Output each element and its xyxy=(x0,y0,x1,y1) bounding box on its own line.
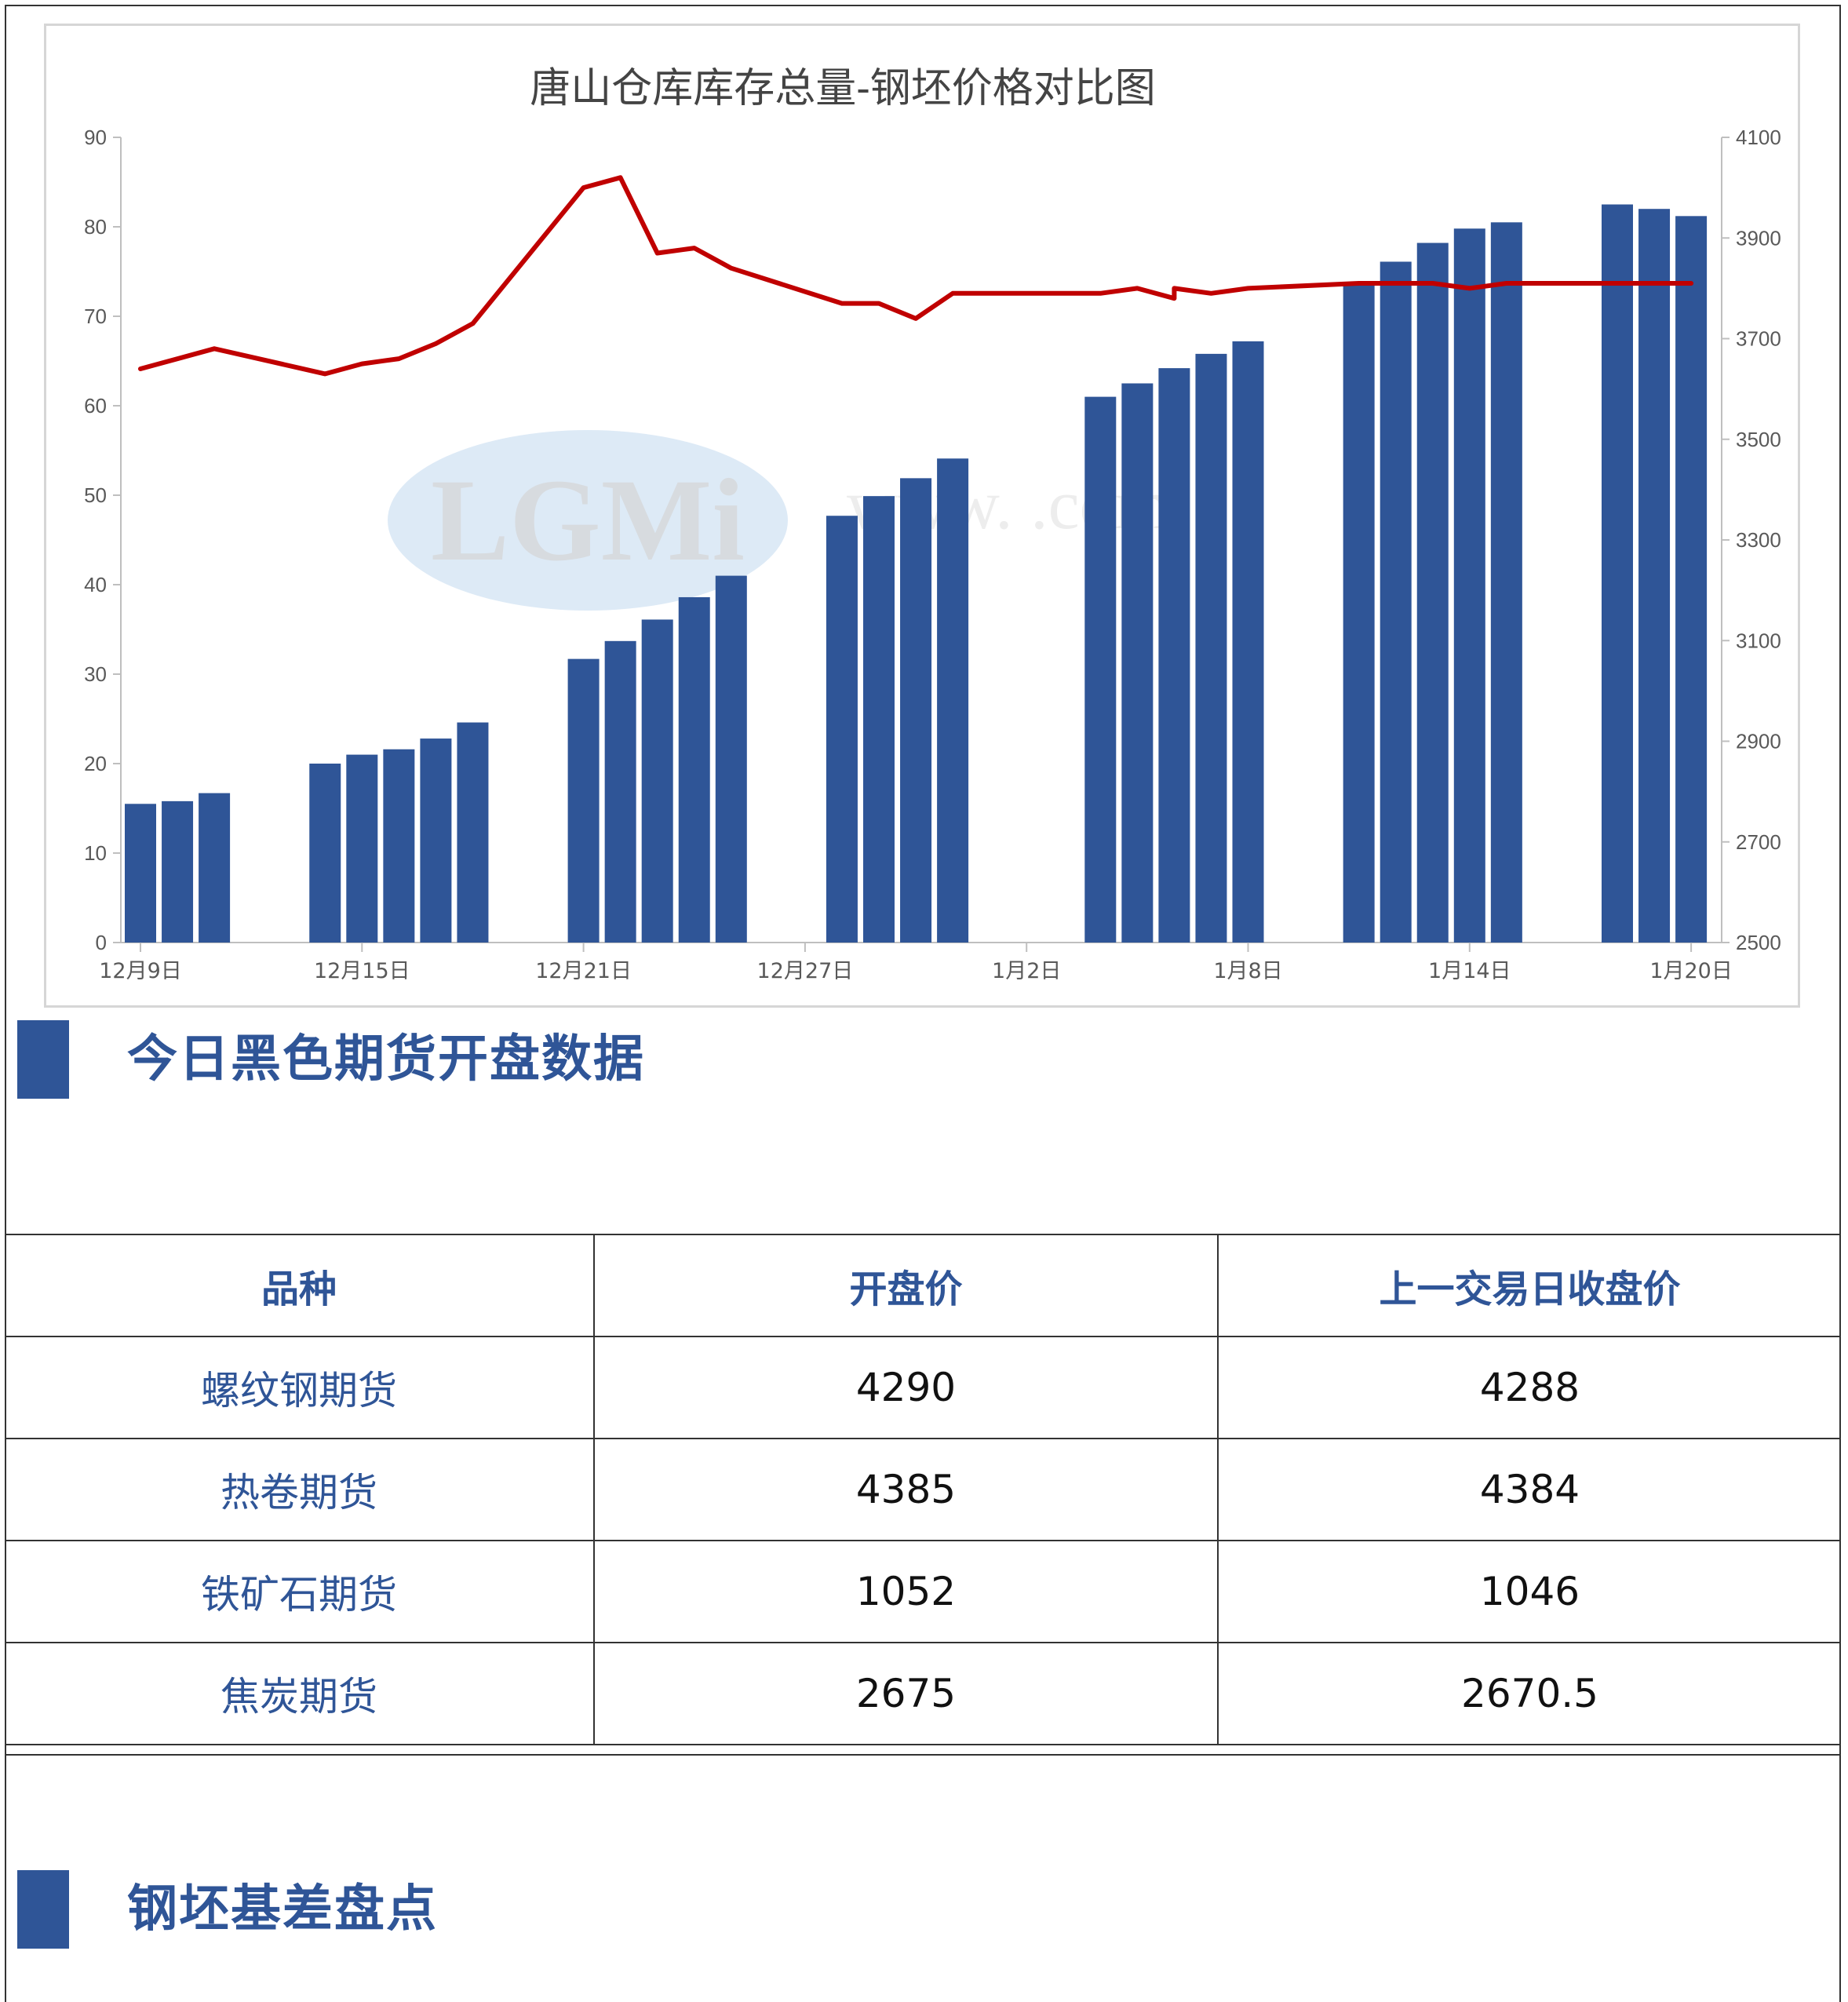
section-opening-heading: 今日黑色期货开盘数据 xyxy=(17,1020,959,1099)
x-tick-label: 1月8日 xyxy=(1213,959,1282,983)
inventory-bar xyxy=(346,754,378,943)
section-marker xyxy=(17,1020,69,1099)
svg-text:LGMi: LGMi xyxy=(431,455,745,585)
header-variety: 品种 xyxy=(5,1234,595,1337)
x-tick-label: 12月21日 xyxy=(535,959,632,983)
inventory-bar xyxy=(678,596,710,943)
left-tick-label: 20 xyxy=(84,752,107,775)
inventory-bar xyxy=(1602,204,1633,943)
left-tick-label: 70 xyxy=(84,304,107,328)
variety-cell: 热卷期货 xyxy=(5,1438,595,1541)
inventory-bar xyxy=(1232,341,1264,943)
lgmi-watermark-logo: LGMi www. .com xyxy=(388,430,1170,611)
left-tick-label: 80 xyxy=(84,215,107,239)
inventory-bar xyxy=(1416,243,1449,943)
futures-opening-table: 品种 开盘价 上一交易日收盘价 螺纹钢期货 4290 4288 热卷期货 438… xyxy=(5,1234,1841,1745)
left-tick-label: 30 xyxy=(84,662,107,686)
variety-cell: 焦炭期货 xyxy=(5,1642,595,1745)
prev-close-cell: 1046 xyxy=(1217,1540,1841,1643)
inventory-bar xyxy=(1195,353,1227,943)
inventory-bar xyxy=(1675,216,1708,943)
open-price-cell: 1052 xyxy=(593,1540,1219,1643)
table-row: 热卷期货 4385 4384 xyxy=(5,1438,1841,1541)
inventory-bar xyxy=(1343,283,1375,943)
header-prev-close: 上一交易日收盘价 xyxy=(1217,1234,1841,1337)
inventory-bar xyxy=(1490,222,1522,943)
inventory-bar xyxy=(826,516,858,943)
left-tick-label: 60 xyxy=(84,394,107,418)
inventory-bar xyxy=(604,640,636,943)
inventory-bar xyxy=(863,496,895,943)
section-basis-heading: 钢坯基差盘点 xyxy=(17,1870,959,1949)
x-tick-label: 12月9日 xyxy=(99,959,182,983)
right-tick-label: 3900 xyxy=(1736,226,1781,250)
left-tick-label: 50 xyxy=(84,483,107,507)
billet-price-line xyxy=(138,175,1694,377)
inventory-bar xyxy=(1638,209,1671,943)
table-row: 铁矿石期货 1052 1046 xyxy=(5,1540,1841,1643)
inventory-price-chart: LGMi www. .com 唐山仓库库存总量-钢坯价格对比图 0 10 20 30 4… xyxy=(44,24,1800,1008)
right-tick-label: 2700 xyxy=(1736,830,1781,854)
left-tick-label: 90 xyxy=(84,126,107,149)
left-tick-label: 40 xyxy=(84,573,107,596)
right-tick-label: 4100 xyxy=(1736,126,1781,149)
inventory-bar xyxy=(1084,396,1117,943)
price-line xyxy=(138,175,1694,377)
chart-canvas: LGMi www. .com 唐山仓库库存总量-钢坯价格对比图 0 10 20 30 4… xyxy=(84,65,1781,983)
svg-text:www. .com: www. .com xyxy=(847,466,1170,544)
inventory-bar xyxy=(162,800,194,943)
inventory-bar xyxy=(309,764,341,943)
inventory-bar xyxy=(937,458,969,943)
page-frame xyxy=(5,5,1841,2002)
right-tick-label: 3700 xyxy=(1736,327,1781,351)
prev-close-cell: 4288 xyxy=(1217,1336,1841,1439)
inventory-bar xyxy=(457,722,489,943)
variety-cell: 螺纹钢期货 xyxy=(5,1336,595,1439)
x-tick-label: 1月2日 xyxy=(992,959,1061,983)
prev-close-cell: 4384 xyxy=(1217,1438,1841,1541)
right-tick-label: 2500 xyxy=(1736,931,1781,954)
right-tick-label: 2900 xyxy=(1736,730,1781,753)
chart-title: 唐山仓库库存总量-钢坯价格对比图 xyxy=(530,65,1156,112)
x-tick-label: 1月20日 xyxy=(1649,959,1733,983)
open-price-cell: 4385 xyxy=(593,1438,1219,1541)
variety-cell: 铁矿石期货 xyxy=(5,1540,595,1643)
right-tick-label: 3500 xyxy=(1736,428,1781,451)
header-open-price: 开盘价 xyxy=(593,1234,1219,1337)
divider xyxy=(5,1754,1841,1756)
inventory-bar xyxy=(715,575,747,943)
inventory-bar xyxy=(900,478,932,943)
inventory-bar xyxy=(383,749,415,943)
inventory-bars xyxy=(125,204,1708,943)
section-basis-title: 钢坯基差盘点 xyxy=(127,1880,438,1938)
open-price-cell: 4290 xyxy=(593,1336,1219,1439)
section-opening-title: 今日黑色期货开盘数据 xyxy=(127,1030,645,1089)
open-price-cell: 2675 xyxy=(593,1642,1219,1745)
inventory-bar xyxy=(567,658,600,943)
prev-close-cell: 2670.5 xyxy=(1217,1642,1841,1745)
x-tick-label: 12月15日 xyxy=(314,959,410,983)
table-header-row: 品种 开盘价 上一交易日收盘价 xyxy=(5,1234,1841,1337)
inventory-bar xyxy=(199,793,231,943)
inventory-bar xyxy=(1453,228,1485,943)
inventory-bar xyxy=(1121,383,1154,943)
right-tick-label: 3300 xyxy=(1736,528,1781,552)
left-tick-label: 0 xyxy=(96,931,107,954)
inventory-bar xyxy=(125,804,156,943)
x-tick-label: 12月27日 xyxy=(757,959,854,983)
right-tick-label: 3100 xyxy=(1736,629,1781,652)
inventory-bar xyxy=(420,738,452,943)
table-row: 焦炭期货 2675 2670.5 xyxy=(5,1642,1841,1745)
table-row: 螺纹钢期货 4290 4288 xyxy=(5,1336,1841,1439)
left-tick-label: 10 xyxy=(84,841,107,865)
inventory-bar xyxy=(1380,261,1412,943)
x-tick-label: 1月14日 xyxy=(1428,959,1511,983)
section-marker xyxy=(17,1870,69,1949)
inventory-bar xyxy=(1158,368,1190,943)
inventory-bar xyxy=(641,619,673,943)
